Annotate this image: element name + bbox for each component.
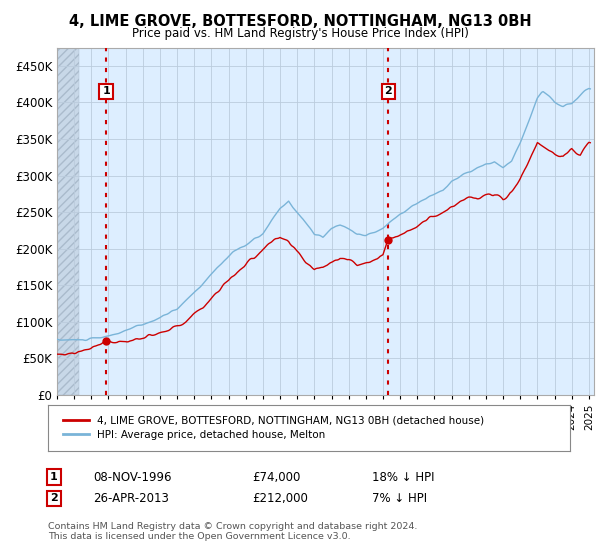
Text: £212,000: £212,000 (252, 492, 308, 505)
Text: 08-NOV-1996: 08-NOV-1996 (93, 470, 172, 484)
Legend: 4, LIME GROVE, BOTTESFORD, NOTTINGHAM, NG13 0BH (detached house), HPI: Average p: 4, LIME GROVE, BOTTESFORD, NOTTINGHAM, N… (58, 412, 488, 444)
Text: 26-APR-2013: 26-APR-2013 (93, 492, 169, 505)
Text: Contains HM Land Registry data © Crown copyright and database right 2024.
This d: Contains HM Land Registry data © Crown c… (48, 522, 418, 542)
Text: 18% ↓ HPI: 18% ↓ HPI (372, 470, 434, 484)
Text: 1: 1 (50, 472, 58, 482)
Text: 1: 1 (102, 86, 110, 96)
Text: 2: 2 (50, 493, 58, 503)
Text: 7% ↓ HPI: 7% ↓ HPI (372, 492, 427, 505)
Text: Price paid vs. HM Land Registry's House Price Index (HPI): Price paid vs. HM Land Registry's House … (131, 27, 469, 40)
Text: 4, LIME GROVE, BOTTESFORD, NOTTINGHAM, NG13 0BH: 4, LIME GROVE, BOTTESFORD, NOTTINGHAM, N… (68, 14, 532, 29)
Text: £74,000: £74,000 (252, 470, 301, 484)
Text: 2: 2 (385, 86, 392, 96)
